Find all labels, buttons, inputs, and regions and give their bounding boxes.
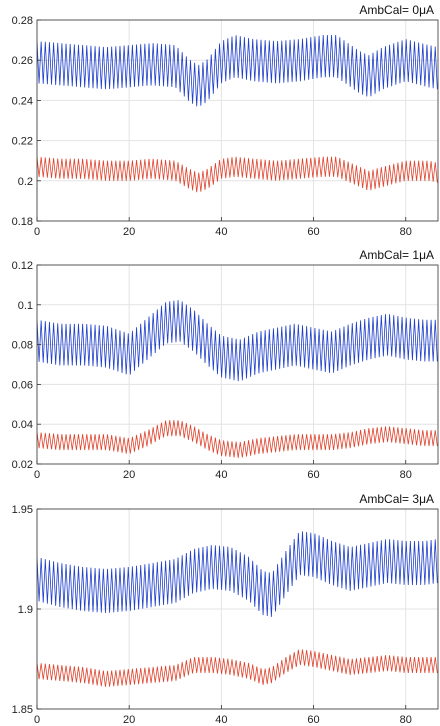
x-tick-label: 60	[307, 226, 319, 238]
x-tick-label: 20	[123, 714, 135, 726]
x-tick-label: 80	[400, 714, 412, 726]
y-tick-label: 0.1	[18, 300, 33, 312]
series-line-2	[37, 420, 438, 458]
x-tick-label: 20	[123, 226, 135, 238]
axes-frame	[36, 264, 439, 465]
y-tick-label: 0.26	[12, 55, 33, 67]
x-tick-label: 40	[215, 714, 227, 726]
x-tick-label: 80	[400, 226, 412, 238]
chart-panel-2: 0 20 40 60 80 0.02 0.04 0.06 0.08 0.1 0.12 AmbCal= …	[12, 248, 439, 481]
y-tick-label: 0.12	[12, 260, 33, 272]
y-tick-label: 0.22	[12, 136, 33, 148]
series-line-1	[37, 300, 438, 382]
axes-frame	[36, 19, 439, 222]
chart-title: AmbCal= 3μA	[359, 492, 434, 506]
series-line-1	[37, 531, 438, 617]
x-tick-label: 0	[34, 469, 40, 481]
x-tick-label: 40	[215, 226, 227, 238]
y-tick-label: 0.04	[12, 419, 33, 431]
x-tick-label: 80	[400, 469, 412, 481]
x-tick-label: 0	[34, 714, 40, 726]
y-tick-label: 0.08	[12, 340, 33, 352]
y-tick-label: 0.28	[12, 15, 33, 27]
series-line-2	[37, 156, 438, 193]
y-tick-label: 1.85	[12, 704, 33, 716]
y-tick-label: 0.2	[18, 176, 33, 188]
plot-area	[37, 20, 438, 221]
series-line-2	[37, 649, 438, 687]
x-tick-label: 40	[215, 469, 227, 481]
chart-panel-1: 0 20 40 60 80 0.18 0.2 0.22 0.24 0.26 0.28 AmbCal= …	[12, 3, 439, 238]
y-tick-label: 1.9	[18, 604, 33, 616]
chart-title: AmbCal= 1μA	[359, 248, 434, 262]
y-tick-label: 0.02	[12, 459, 33, 471]
y-tick-label: 0.24	[12, 95, 33, 107]
x-tick-label: 60	[307, 714, 319, 726]
chart-panel-3: 0 20 40 60 80 1.85 1.9 1.95 AmbCal= 3μA	[12, 492, 439, 726]
x-tick-label: 60	[307, 469, 319, 481]
x-tick-label: 0	[34, 226, 40, 238]
y-tick-label: 0.18	[12, 216, 33, 228]
y-tick-label: 1.95	[12, 504, 33, 516]
x-tick-label: 20	[123, 469, 135, 481]
chart-title: AmbCal= 0μA	[359, 3, 434, 17]
y-tick-label: 0.06	[12, 379, 33, 391]
series-line-1	[37, 35, 438, 107]
